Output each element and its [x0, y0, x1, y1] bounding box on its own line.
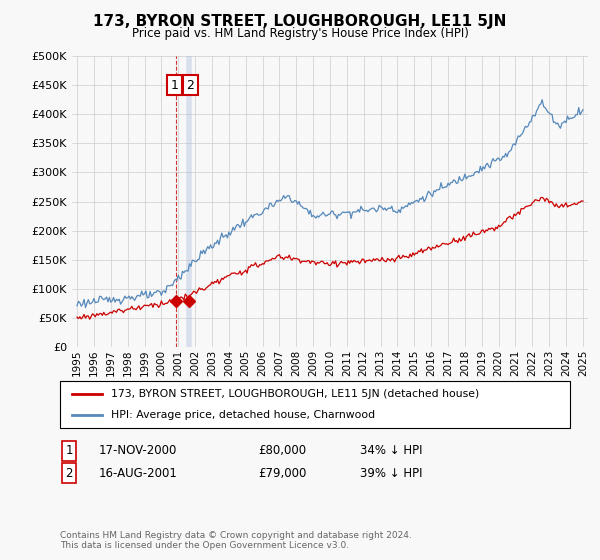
Text: 173, BYRON STREET, LOUGHBOROUGH, LE11 5JN: 173, BYRON STREET, LOUGHBOROUGH, LE11 5J…: [94, 14, 506, 29]
Text: 16-AUG-2001: 16-AUG-2001: [99, 466, 178, 480]
Text: 34% ↓ HPI: 34% ↓ HPI: [360, 444, 422, 458]
Text: 1: 1: [170, 78, 178, 92]
Text: 173, BYRON STREET, LOUGHBOROUGH, LE11 5JN (detached house): 173, BYRON STREET, LOUGHBOROUGH, LE11 5J…: [111, 389, 479, 399]
Text: £79,000: £79,000: [258, 466, 307, 480]
Text: 17-NOV-2000: 17-NOV-2000: [99, 444, 178, 458]
Text: £80,000: £80,000: [258, 444, 306, 458]
Text: 1: 1: [65, 444, 73, 458]
Text: 2: 2: [187, 78, 194, 92]
Text: 2: 2: [65, 466, 73, 480]
Text: Price paid vs. HM Land Registry's House Price Index (HPI): Price paid vs. HM Land Registry's House …: [131, 27, 469, 40]
Text: Contains HM Land Registry data © Crown copyright and database right 2024.
This d: Contains HM Land Registry data © Crown c…: [60, 530, 412, 550]
Text: 39% ↓ HPI: 39% ↓ HPI: [360, 466, 422, 480]
Text: HPI: Average price, detached house, Charnwood: HPI: Average price, detached house, Char…: [111, 410, 375, 420]
